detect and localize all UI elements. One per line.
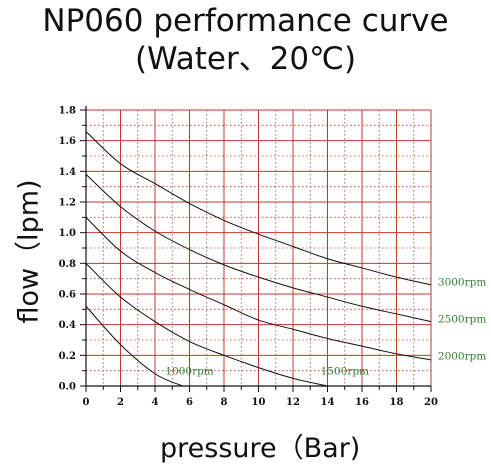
x-tick-label: 16 (355, 397, 369, 408)
chart-grid (86, 109, 432, 386)
y-tick-label: 0.6 (59, 290, 76, 301)
y-tick-label: 1.0 (59, 228, 76, 239)
curve-2500rpm (85, 174, 432, 323)
y-tick-label: 0.4 (59, 320, 76, 331)
curves (85, 131, 432, 387)
curve-label-1000rpm: 1000rpm (165, 366, 213, 378)
y-tick-label: 0.2 (59, 351, 76, 362)
x-tick-label: 8 (221, 397, 228, 408)
x-tick-label: 20 (424, 397, 438, 408)
x-tick-label: 0 (83, 397, 90, 408)
curve-1000rpm (85, 305, 183, 387)
x-tick-label: 12 (286, 397, 300, 408)
y-tick-label: 1.2 (59, 198, 76, 209)
x-tick-label: 6 (186, 397, 193, 408)
x-tick-label: 10 (252, 397, 266, 408)
y-axis-label: flow（lpm) (13, 179, 45, 324)
curve-label-2500rpm: 2500rpm (438, 314, 486, 326)
x-tick-label: 18 (390, 397, 404, 408)
curve-1500rpm (85, 262, 328, 387)
curve-label-2000rpm: 2000rpm (438, 350, 486, 362)
y-tick-label: 0.8 (59, 259, 76, 270)
x-axis-label: pressure（Bar) (160, 433, 361, 464)
x-tick-label: 14 (321, 397, 335, 408)
y-tick-label: 1.6 (59, 136, 76, 147)
chart-subtitle: (Water、20℃) (134, 41, 357, 77)
curve-label-1500rpm: 1500rpm (321, 366, 369, 378)
curve-2000rpm (85, 216, 432, 361)
y-tick-label: 1.8 (59, 106, 76, 117)
curve-labels: 1000rpm 1500rpm 2000rpm 2500rpm 3000rpm (165, 277, 486, 378)
curve-label-3000rpm: 3000rpm (438, 277, 486, 289)
chart-axes (80, 106, 432, 392)
curve-3000rpm (85, 131, 432, 286)
y-tick-label: 0.0 (59, 382, 76, 393)
y-tick-label: 1.4 (59, 167, 76, 178)
x-tick-label: 4 (152, 397, 159, 408)
chart-title: NP060 performance curve (42, 3, 449, 39)
tick-labels: 0 2 4 6 8 10 12 14 16 18 20 0.0 0.2 0.4 0.6 0.8 1.0 1.2 1.… (59, 106, 438, 409)
x-tick-label: 2 (117, 397, 124, 408)
